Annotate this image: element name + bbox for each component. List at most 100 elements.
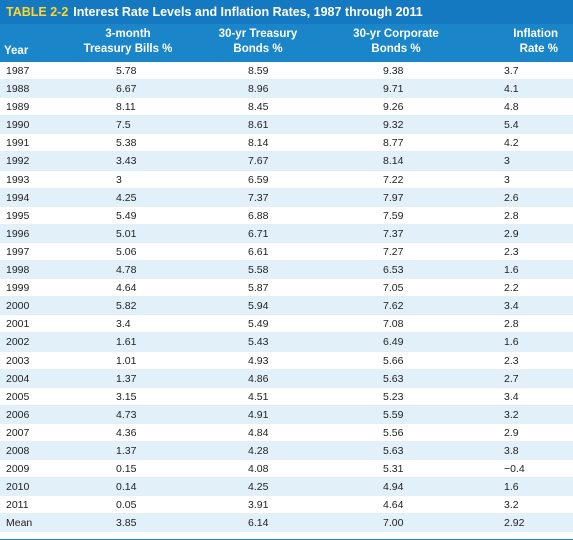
cell-year: 1999: [6, 282, 30, 295]
cell-year: 2011: [6, 499, 29, 512]
cell-year: 1987: [6, 65, 30, 77]
table-row: 2011 0.05 3.91 4.64 3.2: [0, 496, 573, 515]
cell-tbonds: 6.88: [248, 209, 269, 222]
cell-tbonds: 5.43: [248, 336, 269, 349]
cell-corp: 4.94: [383, 481, 404, 494]
cell-inflation: 5.4: [504, 119, 519, 132]
cell-corp: 7.37: [383, 227, 404, 240]
table-header: Year 3-month Treasury Bills % 30-yr Trea…: [0, 24, 573, 62]
header-tbonds-line1: 30-yr Treasury: [218, 28, 298, 40]
cell-tbills: 4.78: [116, 264, 137, 277]
table-row: 2005 3.15 4.51 5.23 3.4: [0, 388, 573, 406]
table-row: 2010 0.14 4.25 4.94 1.6: [0, 478, 573, 497]
cell-corp: 7.62: [383, 300, 404, 313]
header-tbills: 3-month Treasury Bills %: [72, 27, 184, 57]
cell-inflation: 3: [504, 173, 510, 186]
cell-year: 1998: [6, 264, 30, 277]
cell-year: 1991: [6, 137, 30, 150]
cell-tbills: 3.85: [116, 517, 137, 530]
table-row: 2004 1.37 4.86 5.63 2.7: [0, 369, 573, 388]
cell-tbills: 6.67: [116, 83, 137, 96]
cell-tbills: 5.82: [116, 300, 137, 313]
cell-tbills: 1.61: [116, 336, 137, 349]
table-body: 1987 5.78 8.59 9.38 3.7 1988 6.67 8.96 9.71 4.1 19…: [0, 62, 573, 533]
table-row: 1998 4.78 5.58 6.53 1.6: [0, 261, 573, 280]
cell-tbills: 3.15: [116, 390, 137, 403]
table-row: 1989 8.11 8.45 9.26 4.8: [0, 98, 573, 117]
cell-inflation: 3.4: [504, 300, 519, 313]
cell-year: 2005: [6, 390, 30, 403]
cell-tbonds: 6.59: [248, 173, 269, 186]
cell-tbonds: 5.58: [248, 264, 269, 277]
cell-inflation: 1.6: [504, 481, 519, 494]
cell-tbonds: 8.59: [248, 65, 269, 77]
cell-corp: 5.23: [383, 390, 404, 403]
cell-inflation: 3.2: [504, 499, 519, 512]
cell-tbonds: 4.91: [248, 408, 269, 421]
header-tbonds-line2: Bonds %: [233, 43, 283, 55]
cell-year: Mean: [6, 517, 33, 530]
cell-tbills: 0.14: [116, 481, 137, 494]
cell-tbonds: 6.14: [248, 517, 269, 530]
cell-tbonds: 4.08: [248, 463, 269, 476]
cell-corp: 4.64: [383, 499, 404, 512]
header-inflation: Inflation Rate %: [468, 27, 558, 57]
cell-year: 2000: [6, 300, 30, 313]
cell-corp: 5.31: [383, 463, 404, 476]
cell-year: 2009: [6, 463, 30, 476]
cell-corp: 6.49: [383, 336, 404, 349]
header-tbills-line1: 3-month: [105, 28, 151, 40]
cell-tbills: 5.38: [116, 137, 137, 150]
cell-inflation: 3.4: [504, 390, 519, 403]
cell-tbonds: 4.28: [248, 444, 269, 457]
cell-tbonds: 8.45: [248, 101, 269, 114]
cell-corp: 9.38: [383, 65, 404, 77]
cell-corp: 8.14: [383, 155, 404, 168]
cell-corp: 7.08: [383, 318, 404, 331]
table-row: 2006 4.73 4.91 5.59 3.2: [0, 405, 573, 424]
cell-tbonds: 4.84: [248, 426, 269, 439]
cell-tbonds: 4.51: [248, 390, 269, 403]
header-year-label: Year: [4, 45, 29, 57]
cell-tbills: 4.25: [116, 191, 137, 204]
cell-tbills: 7.5: [116, 119, 131, 132]
table-row: 2009 0.15 4.08 5.31 −0.4: [0, 460, 573, 479]
cell-inflation: 2.8: [504, 209, 519, 222]
cell-tbonds: 3.91: [248, 499, 269, 512]
cell-tbonds: 6.61: [248, 245, 269, 258]
cell-corp: 5.56: [383, 426, 404, 439]
cell-year: 2004: [6, 372, 30, 385]
cell-year: 2002: [6, 336, 30, 349]
cell-tbills: 5.06: [116, 245, 137, 258]
cell-inflation: −0.4: [504, 463, 525, 476]
cell-tbills: 0.05: [116, 499, 137, 512]
cell-tbonds: 4.25: [248, 481, 269, 494]
cell-tbonds: 7.37: [248, 191, 269, 204]
cell-corp: 8.77: [383, 137, 404, 150]
cell-corp: 5.63: [383, 444, 404, 457]
cell-tbonds: 8.14: [248, 137, 269, 150]
cell-year: 2006: [6, 408, 30, 421]
cell-inflation: 2.92: [504, 517, 525, 530]
header-inflation-line1: Inflation: [513, 28, 558, 40]
table-row: 1991 5.38 8.14 8.77 4.2: [0, 134, 573, 153]
cell-tbonds: 5.87: [248, 282, 269, 295]
header-tbonds: 30-yr Treasury Bonds %: [202, 27, 314, 57]
table-title: Interest Rate Levels and Inflation Rates…: [73, 5, 423, 19]
cell-tbills: 5.49: [116, 209, 137, 222]
cell-inflation: 2.8: [504, 318, 519, 331]
cell-inflation: 2.9: [504, 227, 519, 240]
cell-inflation: 4.2: [504, 137, 519, 150]
cell-inflation: 2.6: [504, 191, 519, 204]
header-corp: 30-yr Corporate Bonds %: [340, 27, 452, 57]
cell-inflation: 4.1: [504, 83, 519, 96]
cell-year: 2007: [6, 426, 30, 439]
cell-year: 1988: [6, 83, 30, 96]
cell-corp: 5.59: [383, 408, 404, 421]
cell-corp: 5.63: [383, 372, 404, 385]
cell-tbills: 3.4: [116, 318, 131, 331]
cell-corp: 9.32: [383, 119, 404, 132]
cell-tbills: 3: [116, 173, 122, 186]
header-corp-line2: Bonds %: [371, 43, 421, 55]
table-row: Mean 3.85 6.14 7.00 2.92: [0, 514, 573, 533]
